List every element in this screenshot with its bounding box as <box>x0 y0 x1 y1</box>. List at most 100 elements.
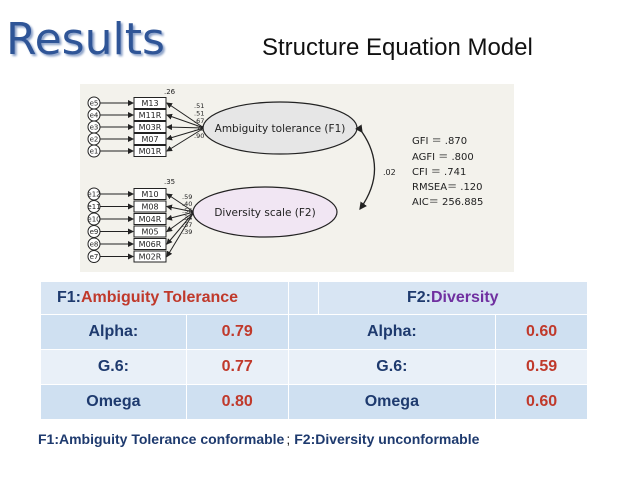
f1-value: 0.80 <box>185 384 289 420</box>
f1-error-label: e4 <box>90 112 99 120</box>
f1-loading-value: .90 <box>194 132 204 140</box>
f2-value: 0.59 <box>495 349 588 385</box>
factor2-variance: .35 <box>164 178 175 186</box>
factor-correlation-value: .02 <box>383 168 396 177</box>
f1-loading-value: .51 <box>194 110 204 118</box>
f2-loading-arrow <box>166 211 195 221</box>
f2-loading-value: .59 <box>182 193 192 201</box>
table-row: Alpha: 0.79 Alpha: 0.60 <box>40 314 588 350</box>
table-header-row: F1:Ambiguity Tolerance F2:Diversity <box>40 281 589 315</box>
fit-stat-cfi: CFI ＝ .741 <box>412 167 466 178</box>
factor-correlation-arc <box>355 124 376 211</box>
row-label: Omega <box>40 384 187 420</box>
footer-separator: ; <box>286 431 291 447</box>
footer-summary: F1:Ambiguity Tolerance conformable; F2:Di… <box>38 431 479 447</box>
table-row: G.6: 0.77 G.6: 0.59 <box>40 349 588 385</box>
f1-loading-value: .72 <box>194 125 204 133</box>
f2-value: 0.60 <box>495 314 588 350</box>
f1-indicator-label: M11R <box>139 111 162 120</box>
f2-indicator-box <box>133 213 167 225</box>
factor1-label: Ambiguity tolerance (F1) <box>215 123 346 135</box>
sem-diagram-svg: e5 M13 .51 e4 M11R .51 e3 M03R .67 e2 M07 .72 e1 M01R… <box>87 88 483 263</box>
f1-error-label: e1 <box>90 148 99 156</box>
f2-header-prefix: F2: <box>406 289 431 306</box>
f2-loading-arrow <box>166 204 195 213</box>
f2-loading-value: .37 <box>182 221 192 229</box>
f1-indicator-label: M01R <box>139 147 162 156</box>
f2-error-label: e12 <box>87 191 100 199</box>
row-label-f2: Alpha: <box>287 314 497 350</box>
f1-error-circle <box>87 144 101 158</box>
factor2-label: Diversity scale (F2) <box>214 207 315 219</box>
f1-loading-arrow <box>166 124 205 131</box>
f2-error-label: e9 <box>90 228 99 236</box>
f2-indicator-label: M08 <box>141 203 158 212</box>
f1-loading-value: .67 <box>194 117 204 125</box>
f2-error-label: e7 <box>90 253 99 261</box>
fit-statistics: GFI ＝ .870 AGFI ＝ .800 CFI ＝ .741 RMSEA＝… <box>412 136 483 208</box>
row-label: Alpha: <box>40 314 187 350</box>
f1-header-prefix: F1: <box>57 289 81 306</box>
f2-loading-arrow <box>166 211 195 245</box>
row-label-f2: G.6: <box>287 349 497 385</box>
f2-indicator-label: M10 <box>141 190 158 199</box>
fit-stat-rmsea: RMSEA＝ .120 <box>412 182 483 193</box>
f2-error-label: e11 <box>87 203 100 211</box>
page-subtitle: Structure Equation Model <box>262 34 533 61</box>
f2-indicator-box <box>133 188 167 200</box>
f1-loading-arrow <box>166 113 205 129</box>
f1-indicator-box <box>133 97 167 109</box>
table-row: Omega 0.80 Omega 0.60 <box>40 384 588 420</box>
f2-indicator-box <box>133 200 167 213</box>
f1-loading-value: .51 <box>194 102 204 110</box>
f1-loading-arrow <box>166 127 205 152</box>
f1-error-label: e2 <box>90 136 99 144</box>
factor2-ellipse <box>192 186 338 238</box>
f2-indicator-label: M06R <box>139 240 162 249</box>
f2-loading-arrow <box>166 211 195 233</box>
factor1-variance: .26 <box>164 88 176 96</box>
f1-indicator-label: M13 <box>141 99 158 108</box>
footer-f2: F2:Diversity unconformable <box>294 431 480 447</box>
f1-indicator-label: M07 <box>141 135 158 144</box>
f1-indicator-box <box>133 121 167 133</box>
f2-header-name: Diversity <box>430 289 499 306</box>
fit-stat-aic: AIC＝ 256.885 <box>412 197 483 208</box>
f1-error-label: e5 <box>90 100 99 108</box>
f1-indicator-box <box>133 109 167 121</box>
header-spacer <box>287 281 319 315</box>
f2-indicator-label: M02R <box>139 253 162 262</box>
page-title: Results <box>6 14 165 65</box>
f1-loading-arrow <box>166 102 205 129</box>
f2-error-label: e8 <box>90 241 99 249</box>
f2-loading-value: .40 <box>182 200 192 208</box>
f1-error-label: e3 <box>90 124 99 132</box>
sem-diagram: e5 M13 .51 e4 M11R .51 e3 M03R .67 e2 M07 .72 e1 M01R… <box>80 84 514 272</box>
f2-indicator-label: M05 <box>141 228 158 237</box>
f2-loading-value: .56 <box>182 207 192 215</box>
f2-indicator-box <box>133 238 167 250</box>
footer-f1: F1:Ambiguity Tolerance conformable <box>38 431 285 447</box>
f1-indicator-box <box>133 145 167 157</box>
f2-value: 0.60 <box>495 384 588 420</box>
f1-loading-arrow <box>166 127 205 141</box>
f2-loading-value: .34 <box>182 214 192 222</box>
fit-stat-agfi: AGFI ＝ .800 <box>412 152 474 163</box>
f1-header-name: Ambiguity Tolerance <box>81 289 239 306</box>
fit-stat-gfi: GFI ＝ .870 <box>412 136 467 147</box>
f1-value: 0.77 <box>185 349 289 385</box>
reliability-table: F1:Ambiguity Tolerance F2:Diversity Alph… <box>40 281 589 420</box>
row-label: G.6: <box>40 349 187 385</box>
f2-indicator-box <box>133 250 167 263</box>
f2-loading-value: .39 <box>182 228 192 236</box>
f1-indicator-box <box>133 133 167 145</box>
f2-loading-arrow <box>166 211 195 258</box>
f2-loading-arrow <box>166 193 195 213</box>
f2-error-label: e10 <box>87 216 100 224</box>
f1-value: 0.79 <box>185 314 289 350</box>
f2-header: F2:Diversity <box>317 281 589 315</box>
f1-indicator-label: M03R <box>139 123 162 132</box>
f2-indicator-box <box>133 225 167 238</box>
f2-indicator-label: M04R <box>139 215 162 224</box>
f2-error-circle <box>87 250 101 263</box>
